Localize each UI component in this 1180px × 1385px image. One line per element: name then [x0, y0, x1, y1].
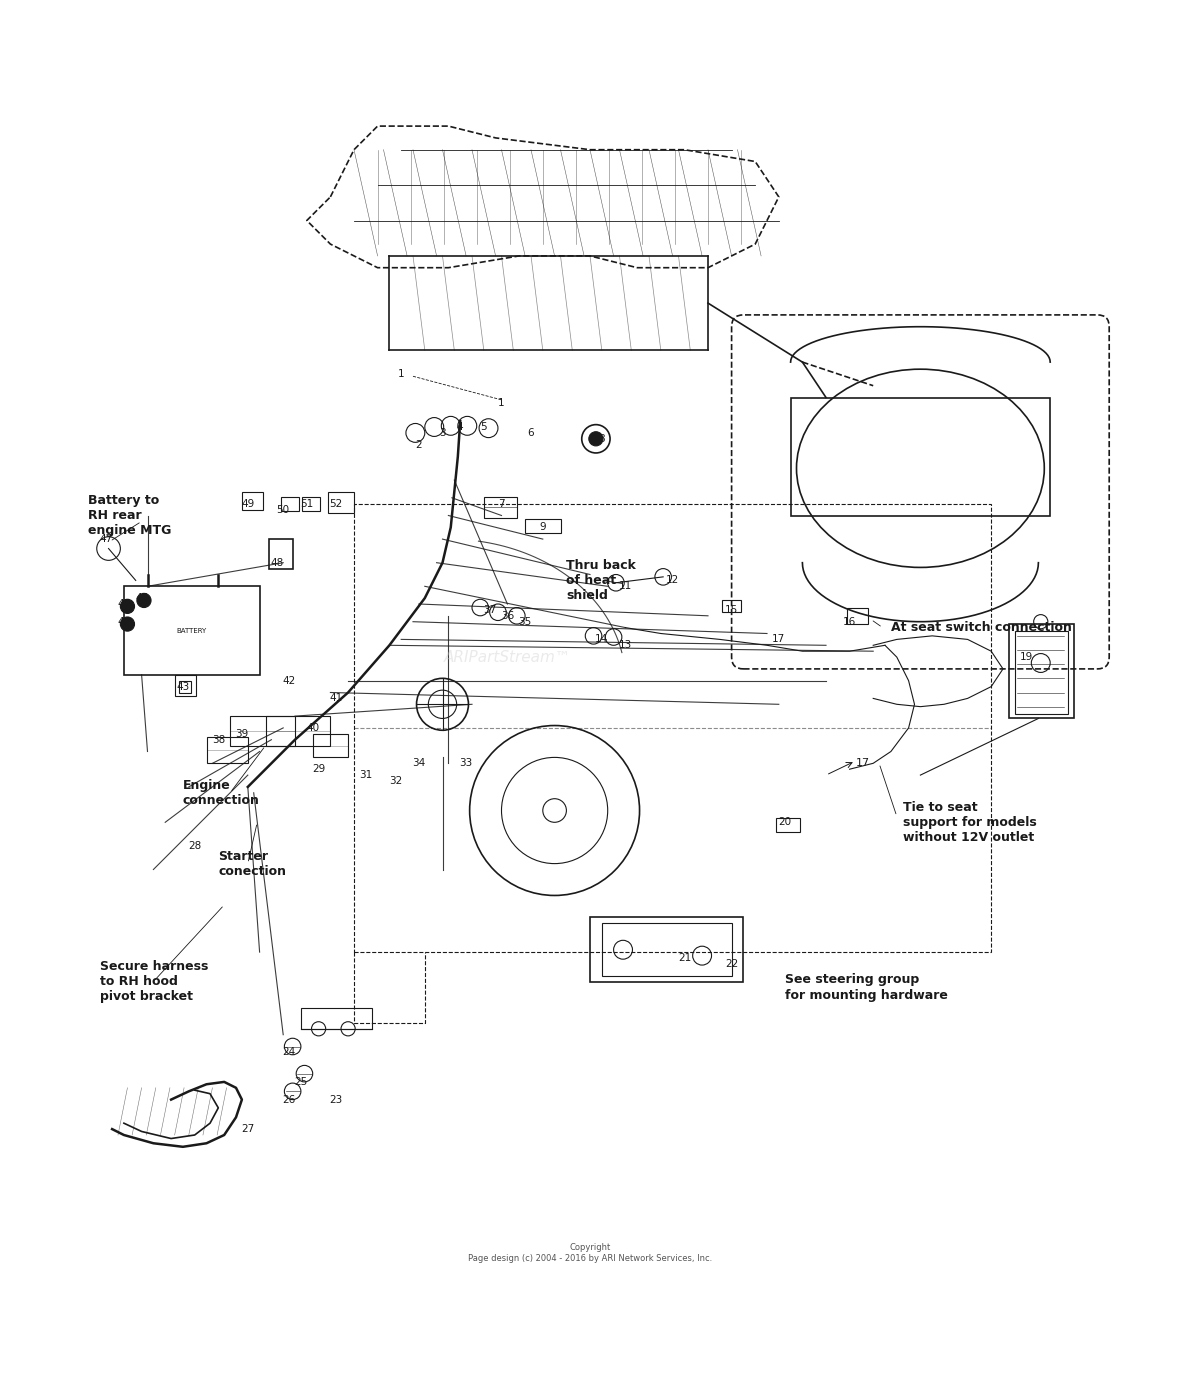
Bar [1009, 625, 1074, 719]
Text: Battery to
RH rear
engine MTG: Battery to RH rear engine MTG [88, 494, 172, 537]
Bar [269, 539, 293, 569]
Bar [484, 497, 517, 518]
Circle shape [589, 432, 603, 446]
Text: 34: 34 [412, 759, 426, 769]
Text: 9: 9 [539, 522, 546, 532]
Text: 23: 23 [329, 1094, 343, 1105]
Text: 3: 3 [439, 428, 446, 438]
Bar [179, 680, 191, 692]
Circle shape [120, 616, 135, 632]
Text: 37: 37 [483, 605, 497, 615]
Bar [1015, 632, 1068, 713]
Circle shape [284, 1083, 301, 1100]
Text: 17: 17 [856, 759, 870, 769]
Text: 50: 50 [276, 504, 290, 515]
Bar [313, 734, 348, 758]
Text: 43: 43 [176, 681, 190, 691]
Text: 36: 36 [500, 611, 514, 620]
Bar [230, 716, 295, 745]
Text: 46: 46 [135, 593, 149, 602]
Bar [525, 519, 560, 533]
Text: 19: 19 [1020, 652, 1034, 662]
Text: 22: 22 [725, 958, 739, 970]
Circle shape [296, 1065, 313, 1082]
Text: 1: 1 [398, 368, 405, 379]
Text: 35: 35 [518, 616, 532, 626]
Circle shape [472, 600, 489, 616]
Text: 6: 6 [527, 428, 535, 438]
Text: 16: 16 [843, 616, 857, 626]
Text: 24: 24 [282, 1047, 296, 1057]
Text: 2: 2 [415, 439, 422, 450]
Text: 21: 21 [677, 953, 691, 963]
Text: ARIPartStream™: ARIPartStream™ [444, 650, 571, 665]
Bar [302, 497, 320, 511]
Text: 48: 48 [270, 558, 284, 568]
Text: 51: 51 [300, 499, 314, 508]
Text: Tie to seat
support for models
without 12V outlet: Tie to seat support for models without 1… [903, 801, 1036, 843]
Bar [124, 586, 260, 674]
Text: 39: 39 [235, 729, 249, 738]
Text: 47: 47 [99, 535, 113, 544]
Text: 25: 25 [294, 1078, 308, 1087]
Text: See steering group
for mounting hardware: See steering group for mounting hardware [785, 974, 948, 1001]
Text: Secure harness
to RH hood
pivot bracket: Secure harness to RH hood pivot bracket [100, 960, 209, 1003]
Bar [206, 737, 248, 763]
Bar [281, 497, 299, 511]
Text: At seat switch connection: At seat switch connection [891, 620, 1071, 634]
Text: 27: 27 [241, 1125, 255, 1134]
Bar [791, 397, 1050, 515]
Text: 38: 38 [211, 734, 225, 745]
Text: 13: 13 [618, 640, 632, 651]
Bar [328, 492, 354, 512]
Bar [722, 601, 741, 612]
Text: Thru back
of heat
shield: Thru back of heat shield [566, 560, 636, 602]
Text: 17: 17 [772, 634, 786, 644]
Text: 40: 40 [306, 723, 320, 733]
Bar [175, 674, 196, 697]
Text: 4: 4 [457, 422, 464, 432]
Text: 14: 14 [595, 634, 609, 644]
Text: 45: 45 [117, 598, 131, 609]
Bar [354, 504, 991, 951]
Text: 33: 33 [459, 759, 473, 769]
Bar [590, 917, 743, 982]
Text: 49: 49 [241, 499, 255, 508]
Text: 5: 5 [480, 422, 487, 432]
Text: 8: 8 [598, 434, 605, 443]
Text: 20: 20 [778, 817, 792, 827]
Text: 26: 26 [282, 1094, 296, 1105]
Text: 15: 15 [725, 605, 739, 615]
Text: 32: 32 [388, 776, 402, 787]
Text: 31: 31 [359, 770, 373, 780]
Text: 52: 52 [329, 499, 343, 508]
Text: Engine
connection: Engine connection [183, 778, 260, 807]
Text: 12: 12 [666, 575, 680, 586]
Circle shape [120, 600, 135, 614]
Text: BATTERY: BATTERY [177, 627, 206, 633]
Bar [602, 922, 732, 975]
Circle shape [284, 1039, 301, 1055]
Text: 44: 44 [117, 616, 131, 626]
Bar [301, 1007, 372, 1029]
Text: 29: 29 [312, 765, 326, 774]
Text: 42: 42 [282, 676, 296, 686]
Text: 1: 1 [498, 399, 505, 409]
Bar [847, 608, 868, 625]
Circle shape [509, 608, 525, 625]
Text: Starter
conection: Starter conection [218, 849, 287, 878]
Bar [242, 492, 263, 510]
Bar [776, 817, 800, 832]
Circle shape [490, 604, 506, 620]
Bar [266, 716, 330, 745]
Circle shape [137, 593, 151, 608]
Text: Copyright
Page design (c) 2004 - 2016 by ARI Network Services, Inc.: Copyright Page design (c) 2004 - 2016 by… [468, 1244, 712, 1263]
Text: 28: 28 [188, 841, 202, 850]
Text: 41: 41 [329, 694, 343, 704]
Text: 7: 7 [498, 499, 505, 508]
Text: 11: 11 [618, 582, 632, 591]
